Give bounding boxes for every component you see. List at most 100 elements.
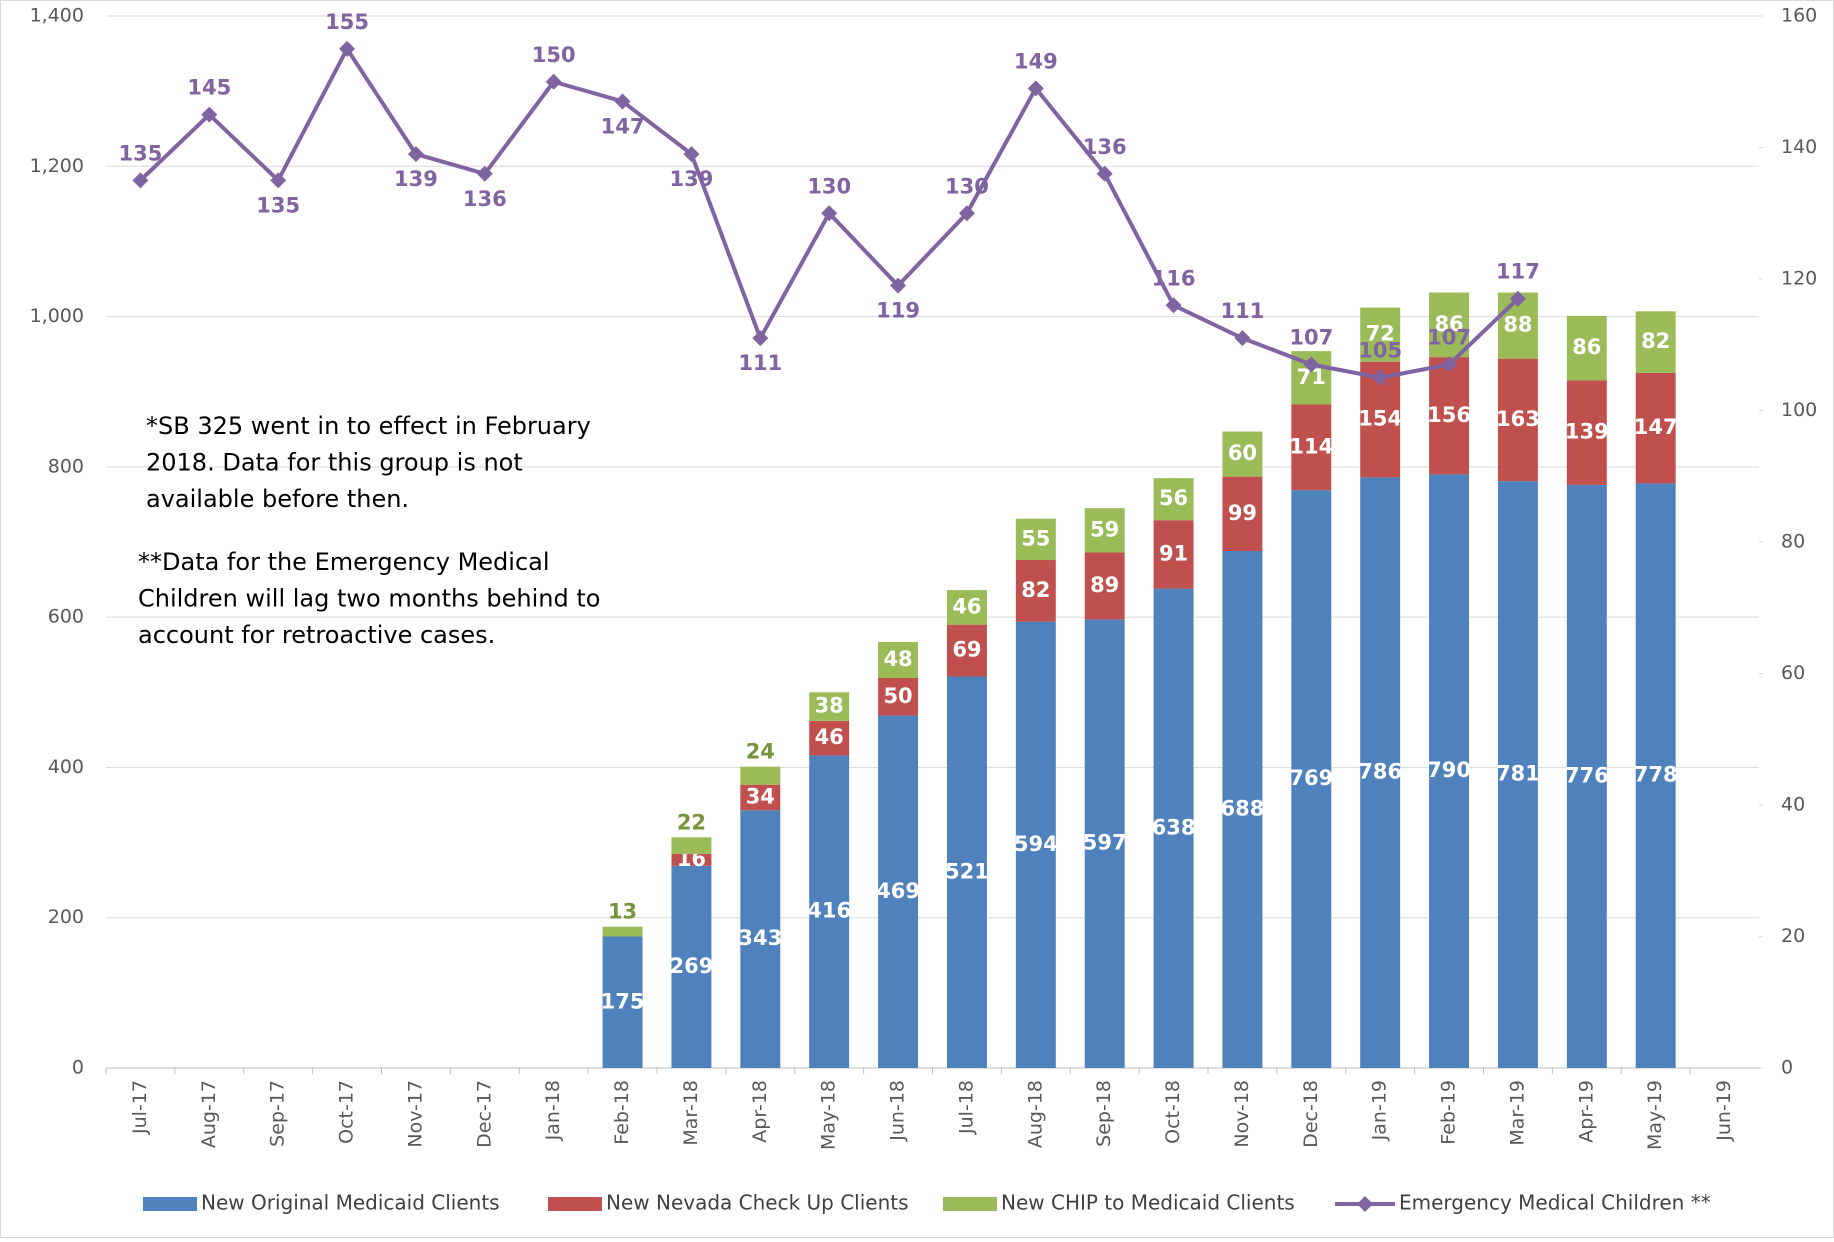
data-label: 147 (1634, 415, 1678, 439)
data-label: 86 (1434, 312, 1463, 336)
annotation: 2018. Data for this group is not (146, 449, 523, 477)
y-tick-label: 800 (48, 455, 84, 477)
x-tick-label: Nov-18 (1231, 1080, 1253, 1148)
bar-segment (1635, 483, 1676, 1069)
bar-segment (1360, 477, 1401, 1068)
bar-segment (1429, 357, 1470, 475)
x-tick-label: Aug-18 (1024, 1080, 1046, 1148)
data-label: 139 (670, 167, 714, 191)
data-label: 156 (1427, 403, 1471, 427)
data-label: 50 (883, 684, 912, 708)
line-marker (339, 40, 356, 57)
data-label: 86 (1572, 335, 1601, 359)
annotation: available before then. (146, 485, 409, 513)
data-label: 136 (1083, 135, 1127, 159)
bar-segment (1635, 311, 1676, 373)
data-label: 38 (815, 694, 844, 718)
bar-segment (946, 590, 987, 625)
annotation: *SB 325 went in to effect in February (146, 412, 591, 440)
data-label: 136 (463, 187, 507, 211)
data-label: 46 (815, 725, 844, 749)
x-tick-label: Mar-19 (1506, 1080, 1528, 1146)
bar-segment (1222, 476, 1263, 552)
y-tick-label: 200 (48, 906, 84, 928)
bar-segment (946, 676, 987, 1068)
legend-label: New CHIP to Medicaid Clients (1001, 1191, 1295, 1215)
data-label: 135 (119, 141, 163, 165)
data-label: 55 (1021, 526, 1050, 550)
data-label: 343 (738, 926, 782, 950)
bar-segment (1429, 474, 1470, 1068)
data-label: 130 (807, 174, 851, 198)
bar-segment (1291, 490, 1332, 1068)
x-tick-label: May-18 (818, 1080, 840, 1150)
data-label: 688 (1221, 797, 1265, 821)
data-label: 72 (1366, 322, 1395, 346)
data-label: 89 (1090, 573, 1119, 597)
data-label: 111 (1221, 299, 1265, 323)
bar-segment (1429, 292, 1470, 358)
y2-tick-label: 140 (1781, 136, 1817, 158)
x-tick-label: Feb-18 (611, 1080, 633, 1145)
bar-segment (671, 837, 712, 854)
y-tick-label: 1,000 (30, 305, 84, 327)
bar-segment (1153, 520, 1194, 589)
data-label: 114 (1289, 434, 1333, 458)
y2-tick-label: 100 (1781, 399, 1817, 421)
bar-segment (1291, 404, 1332, 491)
data-label: 139 (1565, 420, 1609, 444)
data-label: 69 (952, 638, 981, 662)
line-marker (1441, 356, 1458, 373)
data-label: 48 (883, 647, 912, 671)
x-tick-label: Mar-18 (680, 1080, 702, 1146)
line-marker (683, 146, 700, 163)
bar-segment (671, 865, 712, 1068)
bar-segment (740, 784, 781, 811)
bar-segment (878, 715, 919, 1068)
x-tick-label: Oct-17 (336, 1080, 358, 1144)
bar-segment (1084, 619, 1125, 1068)
bar-segment (1015, 621, 1056, 1068)
line-marker (752, 330, 769, 347)
data-label: 60 (1228, 441, 1257, 465)
line-marker (1027, 80, 1044, 97)
bar-segment (602, 926, 643, 937)
x-tick-label: Jan-19 (1369, 1080, 1391, 1141)
bar-segment (878, 641, 919, 679)
data-label: 56 (1159, 486, 1188, 510)
line-marker (890, 277, 907, 294)
bar-segment (1635, 372, 1676, 484)
data-label: 147 (601, 114, 645, 138)
data-label: 105 (1358, 339, 1402, 363)
x-tick-label: Jun-19 (1713, 1080, 1735, 1142)
y2-tick-label: 80 (1781, 531, 1805, 553)
data-label: 139 (394, 167, 438, 191)
line-marker (201, 106, 218, 123)
data-label: 116 (1152, 266, 1196, 290)
data-label: 24 (746, 740, 775, 764)
annotation: **Data for the Emergency Medical (138, 548, 550, 576)
x-tick-label: Apr-19 (1575, 1080, 1597, 1143)
line-marker (270, 172, 287, 189)
bar-segment (1153, 478, 1194, 521)
x-tick-label: Jul-18 (955, 1080, 977, 1135)
y-tick-label: 400 (48, 756, 84, 778)
bar-segment (809, 720, 850, 756)
data-label: 119 (876, 299, 920, 323)
bar-segment (809, 755, 850, 1068)
data-label: 163 (1496, 407, 1540, 431)
legend-marker (1357, 1196, 1373, 1212)
bar-segment (1566, 380, 1607, 485)
data-label: 416 (807, 899, 851, 923)
y-tick-label: 600 (48, 606, 84, 628)
data-label: 13 (608, 900, 637, 924)
legend-label: New Nevada Check Up Clients (606, 1191, 909, 1215)
data-label: 117 (1496, 260, 1540, 284)
data-label: 107 (1427, 325, 1471, 349)
legend-swatch (143, 1197, 197, 1211)
data-label: 107 (1289, 325, 1333, 349)
x-tick-label: Sep-18 (1093, 1080, 1115, 1147)
data-label: 597 (1083, 831, 1127, 855)
x-tick-label: Aug-17 (198, 1080, 220, 1148)
